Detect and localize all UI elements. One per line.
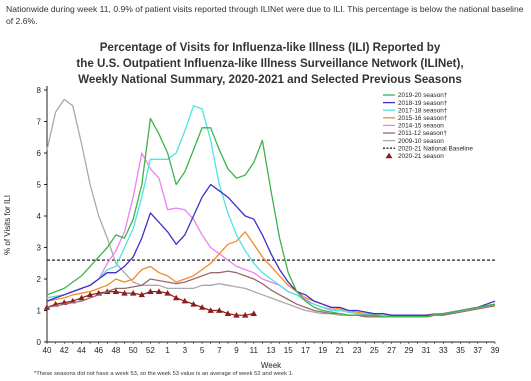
x-tick-label: 25 [370, 346, 379, 355]
data-point-2020-21 [198, 304, 206, 310]
data-point-2020-21 [78, 294, 85, 301]
series-line-2014-15 [46, 152, 496, 316]
x-tick-label: 37 [473, 346, 482, 355]
data-point-2020-21 [216, 307, 223, 313]
chart-title-line-3: Weekly National Summary, 2020-2021 and S… [78, 73, 462, 86]
x-tick-label: 13 [267, 346, 276, 355]
data-point-2020-21 [242, 312, 249, 318]
data-point-2020-21 [121, 290, 128, 296]
x-tick-label: 50 [129, 346, 138, 355]
series-line-2015-16 [46, 231, 496, 316]
y-tick-label: 1 [37, 307, 42, 316]
y-tick-label: 4 [37, 212, 42, 221]
legend-label: 2020-21 season [398, 153, 444, 160]
x-tick-label: 23 [353, 346, 362, 355]
data-point-2020-21 [147, 288, 154, 294]
legend-label: 2011-12 season† [398, 130, 447, 137]
x-tick-label: 3 [183, 346, 188, 355]
footnote: *These seasons did not have a week 53, s… [34, 371, 294, 377]
data-point-2020-21 [233, 312, 240, 318]
legend-label: 2015-16 season† [398, 115, 448, 122]
x-tick-label: 27 [387, 346, 396, 355]
x-tick-label: 35 [456, 346, 465, 355]
data-point-2020-21 [173, 294, 180, 301]
x-tick-label: 46 [94, 346, 103, 355]
x-tick-label: 15 [284, 346, 293, 355]
data-point-2020-21 [130, 290, 137, 296]
legend-background [380, 89, 493, 162]
chart-title-line-1: Percentage of Visits for Influenza-like … [99, 41, 441, 54]
x-tick-label: 19 [318, 346, 327, 355]
chart-title-line-2: the U.S. Outpatient Influenza-like Illne… [76, 57, 464, 70]
x-tick-label: 5 [200, 346, 205, 355]
x-tick-label: 42 [60, 346, 69, 355]
x-tick-label: 29 [404, 346, 413, 355]
x-tick-label: 1 [165, 346, 170, 355]
y-tick-label: 0 [37, 338, 42, 347]
y-tick-label: 5 [37, 181, 42, 190]
x-tick-label: 44 [77, 346, 86, 355]
x-tick-label: 9 [234, 346, 239, 355]
data-point-2020-21 [250, 310, 257, 316]
x-tick-label: 11 [250, 346, 259, 355]
y-axis-label: % of Visits for ILI [3, 195, 12, 255]
x-tick-label: 33 [439, 346, 448, 355]
y-tick-label: 2 [37, 275, 42, 284]
x-tick-label: 52 [146, 346, 155, 355]
intro-text: Nationwide during week 11, 0.9% of patie… [6, 4, 524, 26]
plot-area [43, 98, 496, 318]
x-tick-label: 39 [491, 346, 500, 355]
x-tick-label: 31 [422, 346, 431, 355]
legend-label: 2009-10 season [398, 138, 444, 145]
x-tick-label: 7 [217, 346, 222, 355]
series-line-2018-19 [46, 183, 496, 316]
data-point-2020-21 [190, 301, 197, 307]
y-tick-label: 7 [37, 118, 42, 127]
y-tick-label: 3 [37, 244, 42, 253]
data-point-2020-21 [164, 290, 171, 296]
data-point-2020-21 [86, 291, 94, 298]
data-point-2020-21 [224, 310, 232, 316]
data-point-2020-21 [207, 307, 214, 313]
x-axis-label: Week [261, 361, 282, 370]
legend-marker [385, 152, 393, 159]
legend-label: 2018-19 season† [398, 100, 448, 107]
y-tick-label: 6 [37, 149, 42, 158]
data-point-2020-21 [155, 288, 163, 294]
series-line-2019-20 [46, 117, 496, 318]
legend-label: 2014-15 season [398, 123, 444, 130]
legend-label: 2019-20 season† [398, 92, 448, 99]
x-tick-label: 48 [111, 346, 120, 355]
x-tick-label: 40 [43, 346, 52, 355]
data-point-2020-21 [112, 288, 120, 294]
legend-label: 2020-21 National Baseline [398, 145, 473, 152]
y-tick-label: 8 [37, 86, 42, 95]
x-tick-label: 17 [301, 346, 310, 355]
legend-label: 2017-18 season† [398, 107, 448, 114]
data-point-2020-21 [138, 291, 145, 298]
chart-title: Percentage of Visits for Influenza-like … [60, 40, 480, 88]
chart-legend: 2019-20 season†2018-19 season†2017-18 se… [380, 89, 493, 162]
series-line-2020-21 [46, 291, 254, 316]
x-tick-label: 21 [335, 346, 344, 355]
data-point-2020-21 [181, 297, 188, 304]
